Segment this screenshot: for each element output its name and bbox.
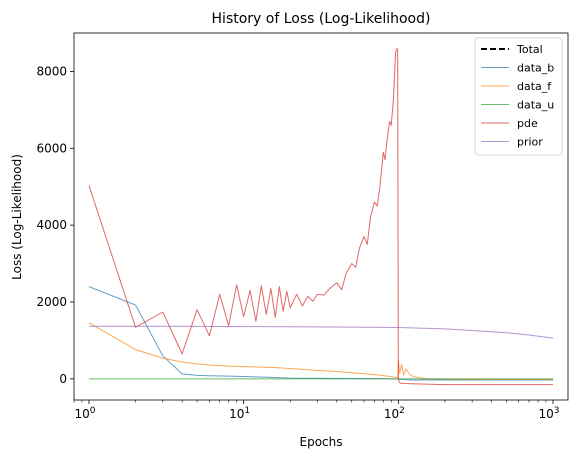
y-axis-label: Loss (Log-Likelihood) (10, 154, 24, 280)
legend-label-data_u: data_u (517, 99, 554, 112)
y-tick-label: 6000 (36, 141, 67, 155)
x-tick-label-base: 10 (384, 407, 399, 421)
series-line-data_b (88, 286, 554, 381)
axes-frame (73, 32, 569, 401)
legend-label-prior: prior (517, 136, 543, 149)
x-tick-label: 100 (74, 406, 95, 421)
y-tick-label: 2000 (36, 295, 67, 309)
legend-label-data_b: data_b (517, 62, 554, 75)
x-tick-label: 101 (229, 406, 250, 421)
series-lines (88, 47, 554, 386)
x-tick-label-base: 10 (74, 407, 89, 421)
x-tick-label: 102 (384, 406, 405, 421)
y-tick-label: 4000 (36, 218, 67, 232)
plot-area (88, 47, 554, 386)
chart-title: History of Loss (Log-Likelihood) (212, 11, 431, 27)
series-line-pde (88, 47, 554, 386)
x-tick-label-base: 10 (229, 407, 244, 421)
x-axis-label: Epochs (300, 435, 343, 449)
x-tick-label-exponent: 2 (399, 406, 405, 416)
x-tick-label-exponent: 1 (244, 406, 250, 416)
series-line-prior (88, 325, 554, 339)
x-tick-label-exponent: 3 (554, 406, 560, 416)
series-line-data_f (88, 322, 554, 380)
legend-label-Total: Total (516, 43, 543, 56)
y-tick-label: 0 (59, 372, 67, 386)
legend-label-data_f: data_f (517, 80, 552, 93)
legend-label-pde: pde (517, 117, 538, 130)
x-tick-label-exponent: 0 (90, 406, 96, 416)
x-tick-label-base: 10 (539, 407, 554, 421)
x-tick-label: 103 (539, 406, 560, 421)
y-tick-label: 8000 (36, 64, 67, 78)
